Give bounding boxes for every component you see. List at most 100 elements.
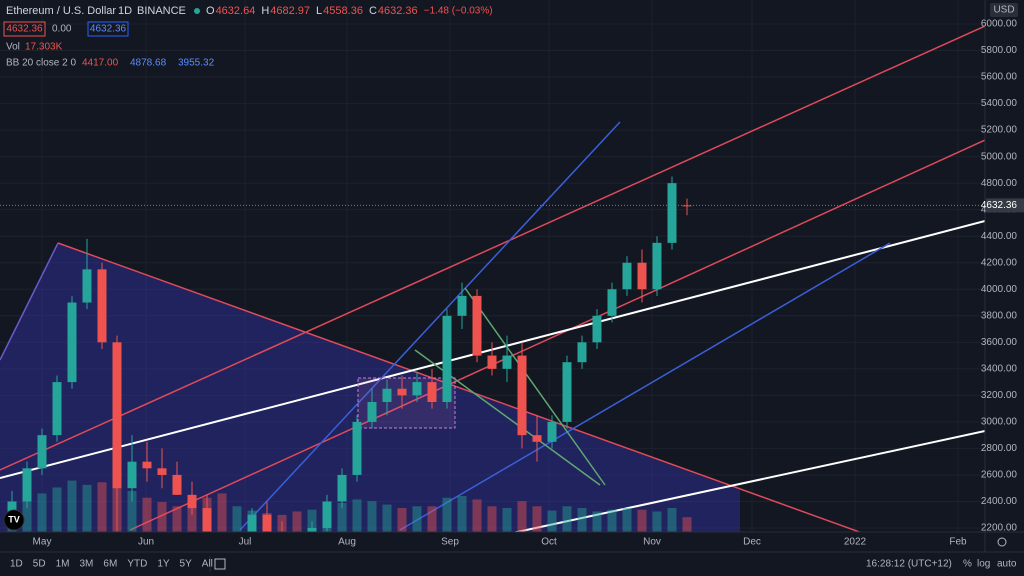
range-button[interactable]: 1M: [56, 559, 70, 570]
tv-logo-text: TV: [8, 514, 20, 524]
volume-bar: [577, 508, 587, 532]
volume-bar: [187, 508, 197, 532]
volume-bar: [412, 506, 422, 532]
range-button[interactable]: YTD: [127, 559, 147, 570]
ohlc-value: 4632.64: [216, 5, 256, 17]
range-button[interactable]: 1Y: [157, 559, 170, 570]
x-tick-label: Dec: [743, 537, 761, 548]
volume-bar: [562, 506, 572, 532]
candle-body: [412, 382, 422, 396]
range-button[interactable]: 6M: [103, 559, 117, 570]
volume-bar: [337, 502, 347, 532]
volume-bar: [232, 506, 242, 532]
volume-bar: [217, 493, 227, 532]
candle-body: [592, 315, 602, 343]
log-toggle[interactable]: log: [977, 559, 990, 570]
bid-box[interactable]: [3, 21, 46, 37]
candle-body: [82, 269, 92, 303]
candle-body: [37, 435, 47, 469]
candle-body: [577, 342, 587, 363]
trend-line: [464, 287, 606, 486]
trend-line: [0, 242, 59, 361]
volume-bar: [82, 484, 92, 532]
status-dot: [194, 8, 200, 14]
y-tick-label: 5000.00: [981, 151, 1018, 162]
candle-body: [367, 402, 377, 422]
candle-body: [427, 382, 437, 402]
candle-body: [202, 508, 212, 532]
auto-toggle[interactable]: auto: [997, 559, 1017, 570]
volume-bar: [637, 509, 647, 532]
change: −1.48 (−0.03%): [424, 6, 493, 17]
candle-body: [112, 342, 122, 489]
volume-bar: [517, 501, 527, 532]
volume-bar: [652, 511, 662, 532]
candle-body: [127, 461, 137, 489]
volume-bar: [457, 496, 467, 532]
volume-bar: [307, 509, 317, 532]
bb-lower: 3955.32: [178, 58, 215, 69]
currency-box[interactable]: [990, 3, 1018, 17]
volume-bar: [157, 502, 167, 532]
candle-body: [7, 501, 17, 515]
ask[interactable]: 4632.36: [90, 24, 127, 35]
candle-body: [487, 355, 497, 369]
settings-icon[interactable]: [997, 537, 1007, 547]
channel-line: [239, 121, 621, 531]
date-range-icon[interactable]: [214, 558, 226, 570]
y-tick-label: 3200.00: [981, 390, 1018, 401]
range-button[interactable]: 5D: [33, 559, 46, 570]
volume-bar: [52, 487, 62, 532]
volume-bar: [127, 490, 137, 532]
y-tick-label: 5200.00: [981, 125, 1018, 136]
y-tick-label: 3800.00: [981, 310, 1018, 321]
volume-bar: [607, 509, 617, 532]
candle-body: [352, 421, 362, 475]
y-tick-label: 5400.00: [981, 98, 1018, 109]
volume-bar: [142, 497, 152, 532]
symbol: Ethereum / U.S. Dollar: [6, 5, 116, 17]
volume-bar: [682, 517, 692, 532]
volume-bar: [37, 493, 47, 532]
x-tick-label: May: [33, 537, 52, 548]
ohlc-label: O: [206, 5, 215, 17]
y-tick-label: 4000.00: [981, 284, 1018, 295]
candle-body: [472, 295, 482, 356]
candle-body: [532, 435, 542, 442]
range-button[interactable]: All: [202, 559, 213, 570]
range-button[interactable]: 1D: [10, 559, 23, 570]
ohlc-value: 4682.97: [270, 5, 310, 17]
candle-body: [52, 382, 62, 436]
ohlc-label: C: [369, 5, 377, 17]
vol-value: 17.303K: [25, 42, 63, 53]
candle-body: [622, 262, 632, 290]
y-tick-label: 5600.00: [981, 72, 1018, 83]
ask-box[interactable]: [87, 21, 129, 37]
volume-bar: [532, 506, 542, 532]
channel-line: [399, 242, 891, 531]
bid[interactable]: 4632.36: [6, 24, 43, 35]
range-button[interactable]: 3M: [80, 559, 94, 570]
percent-toggle[interactable]: %: [963, 559, 972, 570]
candle-body: [667, 183, 677, 243]
tv-logo[interactable]: [3, 509, 25, 531]
volume-bar: [592, 511, 602, 532]
currency[interactable]: USD: [993, 5, 1014, 16]
volume-bar: [622, 508, 632, 532]
volume-bar: [292, 511, 302, 532]
candle-body: [502, 355, 512, 369]
x-tick-label: Sep: [441, 537, 459, 548]
support-line: [512, 430, 985, 532]
range-button[interactable]: 5Y: [180, 559, 193, 570]
volume-bar: [352, 499, 362, 532]
x-tick-label: 2022: [844, 537, 867, 548]
candle-body: [337, 474, 347, 502]
candle-body: [547, 421, 557, 442]
x-tick-label: Feb: [949, 537, 967, 548]
y-tick-label: 4400.00: [981, 231, 1018, 242]
channel-line: [129, 139, 985, 531]
candle-body: [307, 528, 317, 532]
volume-bar: [502, 508, 512, 532]
